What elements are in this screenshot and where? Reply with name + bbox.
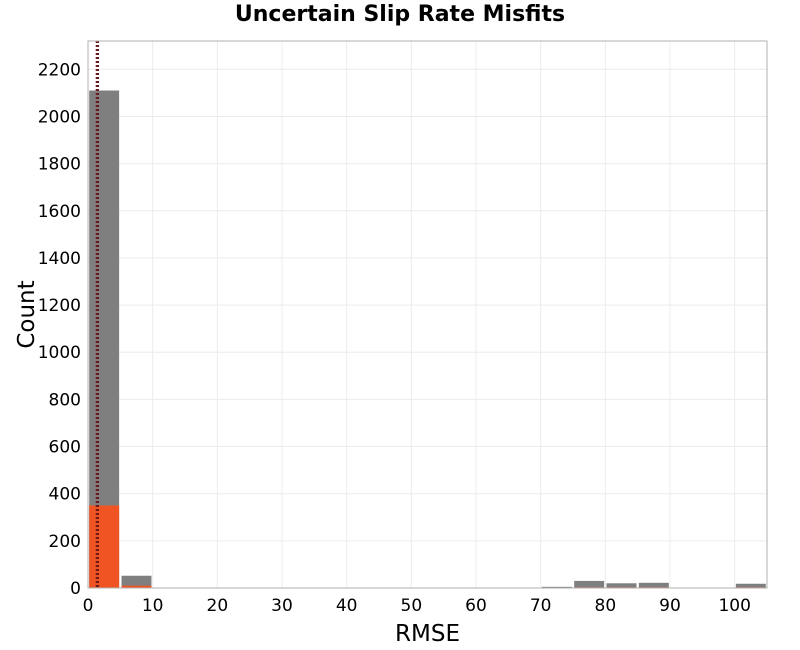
tick-labels: 0 10 20 30 40 50 60 70 80 90 100020040060080010001… [38, 60, 751, 616]
x-tick-label: 40 [336, 596, 358, 616]
x-axis-label: RMSE [395, 621, 460, 647]
bar-total [121, 575, 152, 588]
plot-frame [87, 40, 768, 589]
x-tick-label: 60 [465, 596, 487, 616]
bar-subset [121, 585, 152, 588]
bar-total [638, 582, 669, 588]
y-tick-label: 600 [49, 438, 81, 458]
x-tick-label: 30 [271, 596, 293, 616]
y-tick-label: 400 [49, 485, 81, 505]
x-tick-label: 50 [401, 596, 423, 616]
bar-total [606, 583, 637, 588]
y-tick-label: 1400 [38, 249, 81, 269]
x-tick-label: 20 [207, 596, 229, 616]
y-tick-label: 800 [49, 390, 81, 410]
grid [87, 41, 767, 589]
bar-total [574, 580, 605, 588]
y-tick-label: 200 [49, 532, 81, 552]
y-tick-label: 2200 [38, 60, 81, 80]
y-tick-label: 1600 [38, 202, 81, 222]
bar-total [89, 90, 120, 588]
x-tick-label: 70 [530, 596, 552, 616]
y-tick-label: 1200 [38, 296, 81, 316]
x-tick-label: 10 [142, 596, 164, 616]
y-tick-label: 1800 [38, 155, 81, 175]
bars [89, 90, 766, 589]
y-tick-label: 1000 [38, 343, 81, 363]
x-tick-label: 80 [595, 596, 617, 616]
x-tick-label: 0 [83, 596, 94, 616]
bar-subset [89, 505, 120, 588]
y-tick-label: 2000 [38, 107, 81, 127]
x-tick-label: 90 [659, 596, 681, 616]
bar-total [735, 583, 766, 588]
y-tick-label: 0 [70, 579, 81, 599]
x-tick-label: 100 [718, 596, 750, 616]
reference-lines [95, 41, 100, 588]
y-axis-label: Count [14, 280, 40, 348]
bar-total [541, 586, 572, 588]
chart-title: Uncertain Slip Rate Misfits [234, 2, 566, 27]
